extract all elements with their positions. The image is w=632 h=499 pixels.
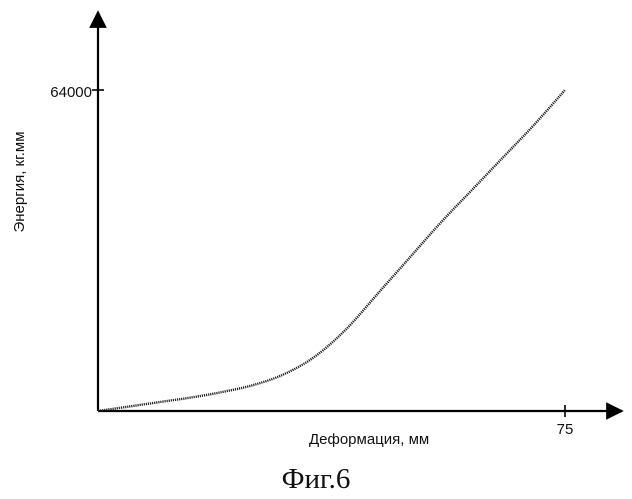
figure-caption: Фиг.6 [282, 463, 351, 495]
y-axis-label: Энергия, кг.мм [11, 131, 28, 232]
ticks [92, 90, 565, 417]
x-axis-label: Деформация, мм [309, 431, 429, 448]
x-tick-label: 75 [557, 421, 574, 438]
energy-curve-line [98, 90, 565, 411]
axes [98, 12, 622, 411]
y-tick-label: 64000 [50, 84, 92, 101]
